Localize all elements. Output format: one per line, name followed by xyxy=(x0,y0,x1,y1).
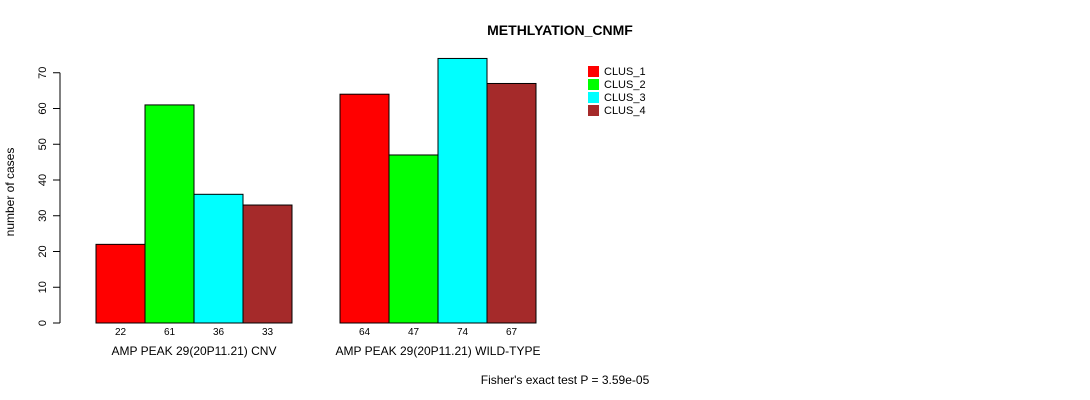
bar-count-label: 47 xyxy=(408,327,420,338)
bar-count-label: 74 xyxy=(457,327,469,338)
bar-count-label: 67 xyxy=(506,327,518,338)
bar-clus-1 xyxy=(95,243,146,324)
y-tick-label: 40 xyxy=(37,174,49,186)
bar-count-label: 61 xyxy=(164,327,176,338)
bar-count-label: 36 xyxy=(213,327,225,338)
y-tick-label: 70 xyxy=(37,67,49,79)
y-axis-label: number of cases xyxy=(3,148,17,237)
y-tick-label: 60 xyxy=(37,102,49,114)
legend-label: CLUS_4 xyxy=(604,105,646,117)
legend-label: CLUS_3 xyxy=(604,92,646,104)
bar-count-label: 22 xyxy=(115,327,127,338)
legend-label: CLUS_1 xyxy=(604,66,646,78)
bar-clus-4 xyxy=(242,204,293,324)
bar-clus-3 xyxy=(193,193,244,324)
y-tick-label: 20 xyxy=(37,245,49,257)
fisher-test-note: Fisher's exact test P = 3.59e-05 xyxy=(481,373,650,387)
y-axis: 0 10 20 30 40 50 60 70 xyxy=(37,67,61,326)
bar-clus-2 xyxy=(144,104,195,324)
bar-clus-1 xyxy=(339,93,390,324)
group-label: AMP PEAK 29(20P11.21) CNV xyxy=(112,344,277,358)
legend-swatch xyxy=(588,92,599,103)
bar-count-label: 64 xyxy=(359,327,371,338)
group-labels: AMP PEAK 29(20P11.21) CNV AMP PEAK 29(20P… xyxy=(112,344,541,358)
legend-label: CLUS_2 xyxy=(604,79,646,91)
bar-clus-3 xyxy=(437,57,488,324)
legend-swatch xyxy=(588,66,599,77)
legend-swatch xyxy=(588,79,599,90)
count-labels: 22 61 36 33 64 47 74 67 xyxy=(115,327,518,338)
y-tick-label: 10 xyxy=(37,281,49,293)
y-tick-label: 50 xyxy=(37,138,49,150)
bars xyxy=(95,57,537,324)
legend-swatch xyxy=(588,105,599,116)
bar-clus-2 xyxy=(388,154,439,324)
y-tick-label: 0 xyxy=(37,320,49,326)
bar-count-label: 33 xyxy=(262,327,274,338)
bar-clus-4 xyxy=(486,82,537,324)
chart-title: METHLYATION_CNMF xyxy=(487,22,633,38)
y-tick-label: 30 xyxy=(37,210,49,222)
group-label: AMP PEAK 29(20P11.21) WILD-TYPE xyxy=(336,344,541,358)
